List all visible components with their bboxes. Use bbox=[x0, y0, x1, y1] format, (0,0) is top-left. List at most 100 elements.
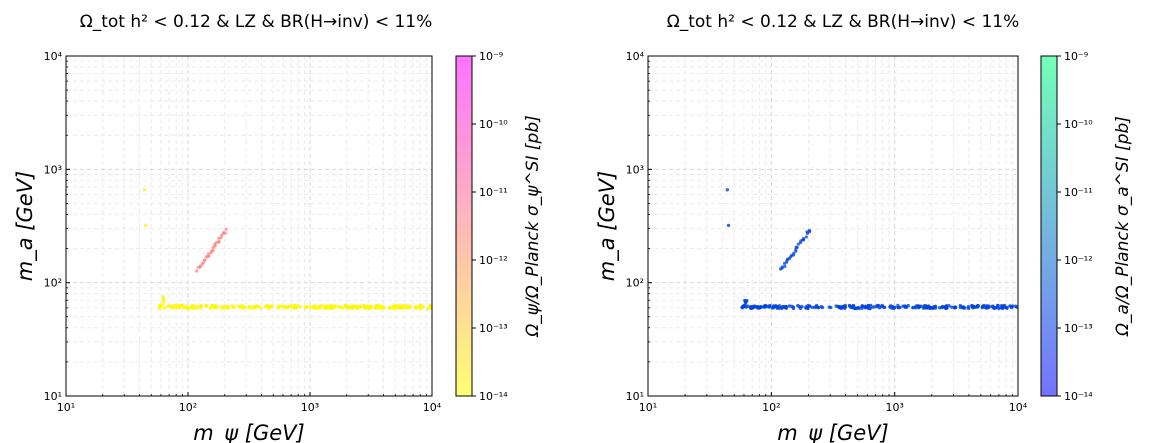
data-point bbox=[400, 305, 404, 309]
data-point bbox=[210, 303, 215, 308]
data-point bbox=[169, 304, 173, 308]
data-point bbox=[748, 305, 753, 309]
data-point bbox=[270, 304, 274, 308]
data-point bbox=[783, 264, 787, 268]
data-point bbox=[780, 306, 784, 310]
data-point bbox=[178, 304, 182, 308]
data-point bbox=[374, 303, 379, 308]
y-tick-label: 10³ bbox=[44, 163, 62, 176]
data-point bbox=[219, 236, 223, 240]
data-point bbox=[332, 305, 337, 309]
data-point bbox=[421, 304, 425, 309]
data-point bbox=[224, 227, 228, 231]
data-point bbox=[843, 305, 848, 309]
data-point bbox=[195, 269, 199, 273]
data-point bbox=[198, 264, 203, 268]
data-point bbox=[259, 306, 263, 310]
data-point bbox=[893, 305, 897, 310]
data-point bbox=[374, 306, 378, 310]
data-point bbox=[218, 305, 223, 309]
data-point bbox=[801, 236, 806, 241]
data-point bbox=[320, 304, 324, 308]
colorbar-tick-label: 10⁻¹² bbox=[1064, 254, 1093, 267]
data-point bbox=[205, 304, 209, 308]
data-point bbox=[726, 223, 731, 228]
data-point bbox=[304, 306, 308, 310]
data-point bbox=[298, 304, 303, 309]
data-point bbox=[838, 304, 842, 309]
data-point bbox=[960, 305, 965, 309]
data-point bbox=[805, 230, 809, 234]
data-point bbox=[813, 305, 817, 309]
data-point bbox=[995, 303, 1000, 308]
data-point bbox=[243, 305, 248, 309]
data-point bbox=[807, 228, 811, 232]
data-point bbox=[966, 305, 971, 309]
data-point bbox=[413, 305, 417, 309]
x-tick-label: 10⁴ bbox=[423, 401, 442, 414]
colorbar-tick-label: 10⁻¹⁴ bbox=[479, 390, 508, 403]
data-point bbox=[763, 304, 768, 308]
data-point bbox=[282, 304, 287, 309]
data-point bbox=[1000, 306, 1005, 311]
data-point bbox=[196, 304, 200, 309]
data-point bbox=[865, 305, 869, 310]
colorbar-tick-label: 10⁻¹³ bbox=[1064, 322, 1093, 335]
data-point bbox=[746, 304, 750, 308]
data-point bbox=[223, 231, 227, 235]
data-point bbox=[217, 240, 221, 244]
data-point bbox=[327, 306, 332, 310]
colorbar-tick-label: 10⁻⁹ bbox=[1064, 50, 1088, 63]
x-tick-label: 10² bbox=[179, 401, 197, 414]
data-point bbox=[396, 305, 400, 310]
data-point bbox=[190, 304, 194, 308]
data-point bbox=[343, 303, 347, 308]
data-point bbox=[810, 305, 815, 310]
x-tick-label: 10¹ bbox=[639, 401, 657, 414]
data-point bbox=[185, 304, 189, 309]
data-point bbox=[725, 188, 730, 192]
data-point bbox=[408, 305, 412, 309]
data-point bbox=[175, 304, 179, 308]
data-point bbox=[792, 251, 796, 255]
data-point bbox=[992, 306, 996, 310]
data-point bbox=[903, 305, 907, 309]
data-point bbox=[1005, 306, 1009, 310]
panel-right: Ω_tot h² < 0.12 & LZ & BR(H→inv) < 11% 10… bbox=[595, 12, 1133, 443]
data-point bbox=[206, 252, 211, 256]
data-point bbox=[162, 300, 166, 304]
data-point bbox=[805, 306, 809, 310]
data-point bbox=[820, 305, 825, 310]
data-point bbox=[354, 305, 359, 309]
data-point bbox=[774, 304, 779, 309]
data-point bbox=[871, 305, 875, 309]
data-point bbox=[923, 303, 928, 308]
data-point bbox=[1010, 305, 1014, 310]
cbar-left-colorbar: 10⁻¹⁴ 10⁻¹³ 10⁻¹² 10⁻¹¹ 10⁻¹⁰ 10⁻⁹ Ω_ψ/Ω_Planc… bbox=[455, 50, 543, 403]
data-point bbox=[780, 265, 784, 269]
colorbar-label: Ω_ψ/Ω_Planck σ_ψ^SI [pb] bbox=[523, 115, 543, 337]
data-point bbox=[241, 303, 245, 308]
data-point bbox=[267, 305, 271, 309]
data-point bbox=[787, 304, 792, 308]
data-point bbox=[369, 304, 373, 308]
data-point bbox=[953, 305, 957, 309]
colorbar-tick-label: 10⁻¹¹ bbox=[479, 186, 508, 199]
data-point bbox=[917, 304, 922, 309]
data-point bbox=[388, 305, 392, 310]
data-point bbox=[363, 306, 367, 310]
data-point bbox=[784, 306, 788, 310]
data-point bbox=[929, 306, 933, 310]
data-point bbox=[287, 304, 291, 309]
data-point bbox=[160, 302, 164, 306]
data-point bbox=[291, 306, 296, 310]
data-point bbox=[804, 235, 808, 239]
data-point bbox=[950, 305, 954, 309]
data-point bbox=[166, 304, 170, 308]
data-point bbox=[391, 306, 395, 310]
data-point bbox=[1013, 304, 1018, 308]
y-tick-label: 10³ bbox=[626, 163, 644, 176]
panel-left: Ω_tot h² < 0.12 & LZ & BR(H→inv) < 11% 10… bbox=[13, 12, 543, 443]
data-point bbox=[980, 305, 985, 310]
